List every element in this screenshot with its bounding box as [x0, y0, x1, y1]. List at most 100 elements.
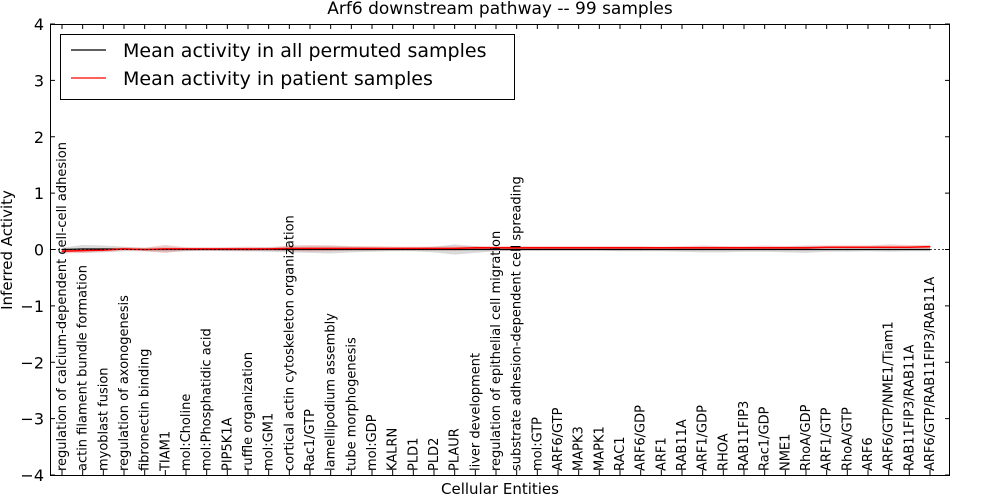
legend: Mean activity in all permuted samples Me… [60, 34, 515, 100]
series-1-point-15 [371, 247, 373, 249]
x-tick-label-40: ARF6/GTP/NME1/Tiam1 [882, 321, 897, 471]
series-1-point-39 [867, 246, 869, 248]
x-tick-label-23: mol:GTP [530, 417, 545, 471]
series-1-point-1 [82, 250, 84, 252]
y-tick-label-5: 1 [34, 184, 44, 203]
series-1-point-13 [330, 247, 332, 249]
x-axis-label: Cellular Entities [441, 480, 559, 498]
series-0-point-28 [640, 248, 642, 251]
series-1-point-24 [557, 247, 559, 249]
x-tick-label-4: fibronectin binding [138, 349, 153, 471]
x-tick-label-39: ARF6 [861, 437, 876, 471]
series-1-point-30 [681, 247, 683, 249]
x-tick-label-42: ARF6/GTP/RAB11FIP3/RAB11A [923, 277, 938, 471]
series-0-point-29 [660, 248, 662, 251]
series-1-point-11 [288, 247, 290, 249]
x-tick-label-32: RHOA [716, 433, 731, 471]
series-1-point-17 [412, 247, 414, 249]
x-tick-label-13: lamellipodium assembly [324, 313, 339, 471]
series-1-point-21 [495, 247, 497, 249]
y-tick-label-4: 0 [34, 241, 44, 260]
series-1-point-4 [144, 248, 146, 251]
series-1-point-29 [660, 247, 662, 249]
x-tick-label-19: PLAUR [448, 428, 463, 471]
series-1-point-37 [826, 246, 828, 248]
y-axis: −4 −3 −2 −1 0 1 2 3 4 [20, 15, 950, 485]
series-1-point-31 [702, 247, 704, 249]
x-tick-label-14: tube morphogenesis [344, 337, 359, 471]
y-tick-label-3: −1 [20, 297, 44, 316]
x-tick-label-8: PIP5K1A [220, 417, 235, 471]
series-1-point-32 [722, 247, 724, 249]
x-tick-label-18: PLD2 [427, 438, 442, 471]
series-0-point-16 [392, 248, 394, 251]
series-1-point-40 [888, 246, 890, 248]
y-tick-label-1: −3 [20, 410, 44, 429]
x-tick-label-37: ARF1/GTP [820, 407, 835, 471]
series-1-point-42 [929, 246, 931, 248]
series-1-point-25 [578, 247, 580, 249]
y-tick-label-6: 2 [34, 128, 44, 147]
x-tick-label-20: liver development [468, 353, 483, 471]
series-1-point-14 [350, 247, 352, 249]
x-tick-label-26: MAPK1 [592, 426, 607, 471]
series-0-point-17 [412, 248, 414, 251]
x-tick-label-30: RAB11A [675, 419, 690, 471]
series-1-point-28 [640, 247, 642, 249]
x-tick-label-1: actin filament bundle formation [76, 265, 91, 471]
x-tick-label-5: TIAM1 [158, 431, 173, 472]
series-0-point-34 [764, 248, 766, 251]
series-0-point-40 [888, 248, 890, 251]
series-1-point-33 [743, 247, 745, 249]
x-axis: regulation of calcium-dependent cell-cel… [55, 24, 938, 475]
x-tick-label-25: MAPK3 [572, 426, 587, 471]
x-tick-label-33: RAB11FIP3 [737, 401, 752, 471]
x-tick-label-6: mol:Choline [179, 394, 194, 471]
series-1-point-34 [764, 247, 766, 249]
legend-label-permuted: Mean activity in all permuted samples [123, 40, 486, 62]
x-tick-label-2: myoblast fusion [96, 367, 111, 471]
x-tick-label-12: Rac1/GTP [303, 409, 318, 471]
plot-frame [50, 24, 950, 476]
series-1-point-20 [474, 247, 476, 249]
x-tick-label-34: Rac1/GDP [758, 406, 773, 471]
series-1-point-35 [784, 247, 786, 249]
x-tick-label-36: RhoA/GDP [799, 404, 814, 471]
series-1-point-18 [433, 247, 435, 249]
y-tick-label-8: 4 [34, 15, 44, 34]
series-1-point-10 [268, 248, 270, 250]
series-0-point-22 [516, 248, 518, 251]
series-0-point-23 [536, 248, 538, 251]
x-tick-label-16: KALRN [386, 428, 401, 471]
x-tick-label-3: regulation of axonogenesis [117, 295, 132, 471]
x-tick-label-28: ARF6/GDP [634, 405, 649, 471]
series-1-point-0 [61, 250, 63, 252]
series-0-point-41 [908, 248, 910, 251]
x-tick-label-29: ARF1 [654, 437, 669, 471]
series-1-point-12 [309, 247, 311, 249]
x-tick-label-0: regulation of calcium-dependent cell-cel… [55, 142, 70, 471]
x-tick-label-15: mol:GDP [365, 414, 380, 471]
x-tick-label-35: NME1 [778, 434, 793, 471]
series-1-point-23 [536, 247, 538, 249]
y-axis-label: Inferred Activity [0, 190, 16, 310]
x-tick-label-11: cortical actin cytoskeleton organization [282, 215, 297, 471]
series-1-point-36 [805, 247, 807, 249]
x-tick-label-31: ARF1/GDP [696, 405, 711, 471]
series-1-point-26 [598, 247, 600, 249]
y-tick-label-2: −2 [20, 353, 44, 372]
x-tick-label-10: mol:GM1 [262, 413, 277, 471]
series-0-point-11 [288, 248, 290, 251]
series-1-point-27 [619, 247, 621, 249]
series-1-point-41 [908, 246, 910, 248]
x-tick-label-7: mol:Phosphatidic acid [200, 328, 215, 471]
x-tick-label-22: substrate adhesion-dependent cell spread… [510, 176, 525, 471]
series-1-point-16 [392, 247, 394, 249]
legend-label-patient: Mean activity in patient samples [123, 68, 433, 90]
x-tick-label-17: PLD1 [406, 438, 421, 471]
series-1-point-22 [516, 247, 518, 249]
x-tick-label-9: ruffle organization [241, 352, 256, 471]
series-0-point-35 [784, 248, 786, 251]
x-tick-label-24: ARF6/GTP [551, 407, 566, 471]
